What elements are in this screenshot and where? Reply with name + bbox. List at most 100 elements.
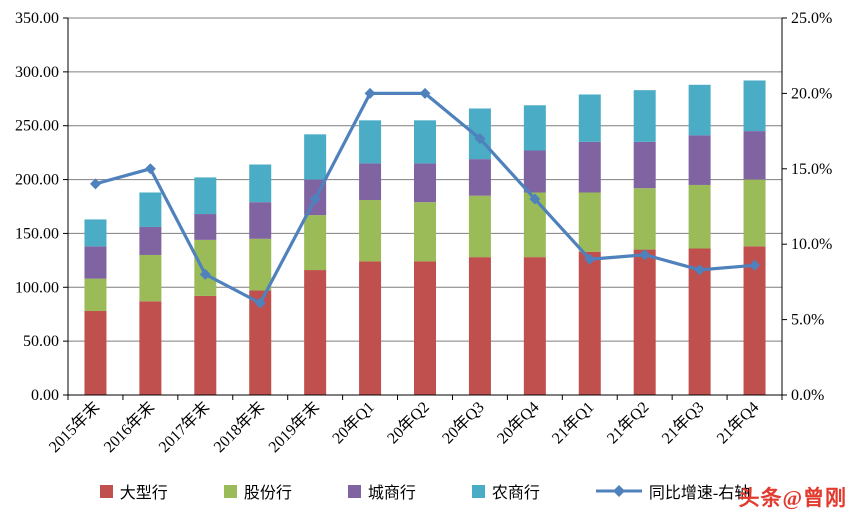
bar-segment xyxy=(468,257,491,395)
bar-segment xyxy=(743,246,766,395)
bar-segment xyxy=(688,135,711,185)
legend-item: 城商行 xyxy=(347,479,416,503)
bar-segment xyxy=(414,202,436,262)
bar-segment xyxy=(194,214,217,240)
x-axis-label: 21年Q3 xyxy=(658,398,707,447)
line-marker-diamond xyxy=(144,163,156,175)
line-marker-diamond xyxy=(639,249,651,261)
x-axis-label: 2019年末 xyxy=(265,398,323,456)
line-marker-diamond xyxy=(529,193,541,205)
legend-item: 同比增速-右轴 xyxy=(595,479,751,503)
bar-segment xyxy=(523,105,546,151)
bar-segment xyxy=(633,249,656,395)
x-axis-label: 21年Q2 xyxy=(603,398,652,447)
line-marker-diamond xyxy=(694,264,706,276)
bar-segment xyxy=(523,257,546,395)
bar-segment xyxy=(304,134,327,180)
left-axis-label: 100.00 xyxy=(15,279,59,296)
bar-segment xyxy=(194,239,217,296)
bar-segment xyxy=(359,200,382,262)
legend-swatch xyxy=(223,484,237,498)
bar-segment xyxy=(249,202,272,239)
left-axis-label: 50.00 xyxy=(23,333,59,350)
bar-segment xyxy=(523,150,546,193)
legend-label: 城商行 xyxy=(367,485,416,502)
bar-segment xyxy=(468,159,491,196)
right-axis-label: 5.0% xyxy=(791,312,824,329)
x-axis-label: 21年Q1 xyxy=(548,398,597,447)
legend-label: 股份行 xyxy=(243,485,292,502)
bar-segment xyxy=(468,195,491,258)
bar-segment xyxy=(578,94,601,142)
legend-label: 同比增速-右轴 xyxy=(648,485,751,502)
bar-segment xyxy=(633,90,656,142)
bar-segment xyxy=(139,192,162,227)
bar-segment xyxy=(743,131,766,180)
x-axis-label: 2015年末 xyxy=(45,398,103,456)
bar-segment xyxy=(249,238,272,291)
x-axis-label: 20年Q2 xyxy=(384,398,433,447)
legend-label: 农商行 xyxy=(491,485,540,502)
bar-segment xyxy=(194,177,217,215)
bar-segment xyxy=(743,179,766,247)
left-axis-label: 350.00 xyxy=(15,10,59,27)
line-marker-diamond xyxy=(199,268,211,280)
bar-segment xyxy=(359,120,382,164)
bar-segment xyxy=(578,251,601,395)
line-marker-diamond xyxy=(584,253,596,265)
line-marker-diamond xyxy=(309,193,321,205)
bar-segment xyxy=(633,188,656,250)
bar-segment xyxy=(304,215,327,271)
left-axis-label: 0.00 xyxy=(31,387,59,404)
bar-segment xyxy=(414,163,436,203)
legend-swatch xyxy=(99,484,113,498)
bar-segment xyxy=(139,254,162,302)
left-axis-label: 300.00 xyxy=(15,64,59,81)
line-marker-diamond xyxy=(364,87,376,99)
x-axis-label: 20年Q1 xyxy=(329,398,378,447)
x-axis-label: 2016年末 xyxy=(100,398,158,456)
bar-segment xyxy=(359,163,382,201)
right-axis-label: 15.0% xyxy=(791,161,832,178)
bar-segment xyxy=(84,310,107,395)
line-marker-diamond xyxy=(474,133,486,145)
line-marker-diamond xyxy=(419,87,431,99)
bar-segment xyxy=(249,164,272,203)
bar-segment xyxy=(578,141,601,193)
line-marker-diamond xyxy=(89,178,101,190)
bar-segment xyxy=(578,192,601,252)
x-axis-label: 2018年末 xyxy=(210,398,268,456)
line-marker-diamond xyxy=(254,297,266,309)
legend-item: 农商行 xyxy=(471,479,540,503)
legend-line-symbol xyxy=(595,485,642,497)
bar-segment xyxy=(84,219,107,247)
legend-item: 股份行 xyxy=(223,479,292,503)
bar-segment xyxy=(688,84,711,136)
line-marker-diamond xyxy=(749,259,761,271)
x-axis-label: 2017年末 xyxy=(155,398,213,456)
bar-segment xyxy=(84,278,107,311)
bar-segment xyxy=(633,141,656,189)
bar-segment xyxy=(688,248,711,395)
right-axis-label: 25.0% xyxy=(791,10,832,27)
bar-segment xyxy=(523,192,546,258)
legend-item: 大型行 xyxy=(99,479,168,503)
bar-segment xyxy=(359,261,382,395)
right-axis-label: 20.0% xyxy=(791,85,832,102)
x-axis-label: 20年Q4 xyxy=(493,398,542,447)
bar-segment xyxy=(84,246,107,279)
legend-swatch xyxy=(347,484,361,498)
chart-legend: 大型行 股份行 城商行 农商行 同比增速-右轴 xyxy=(0,479,850,503)
bar-segment xyxy=(304,270,327,395)
bar-segment xyxy=(743,80,766,132)
left-axis-label: 200.00 xyxy=(15,172,59,189)
right-axis-label: 10.0% xyxy=(791,236,832,253)
bar-segment xyxy=(688,184,711,249)
bar-segment xyxy=(139,301,162,395)
legend-swatch xyxy=(471,484,485,498)
x-axis-label: 20年Q3 xyxy=(439,398,488,447)
right-axis-label: 0.0% xyxy=(791,387,824,404)
stacked-bar-line-chart: 0.00 50.00 100.00 150.00 200.00 250.00 300.00 3… xyxy=(15,10,832,456)
left-axis-label: 150.00 xyxy=(15,225,59,242)
